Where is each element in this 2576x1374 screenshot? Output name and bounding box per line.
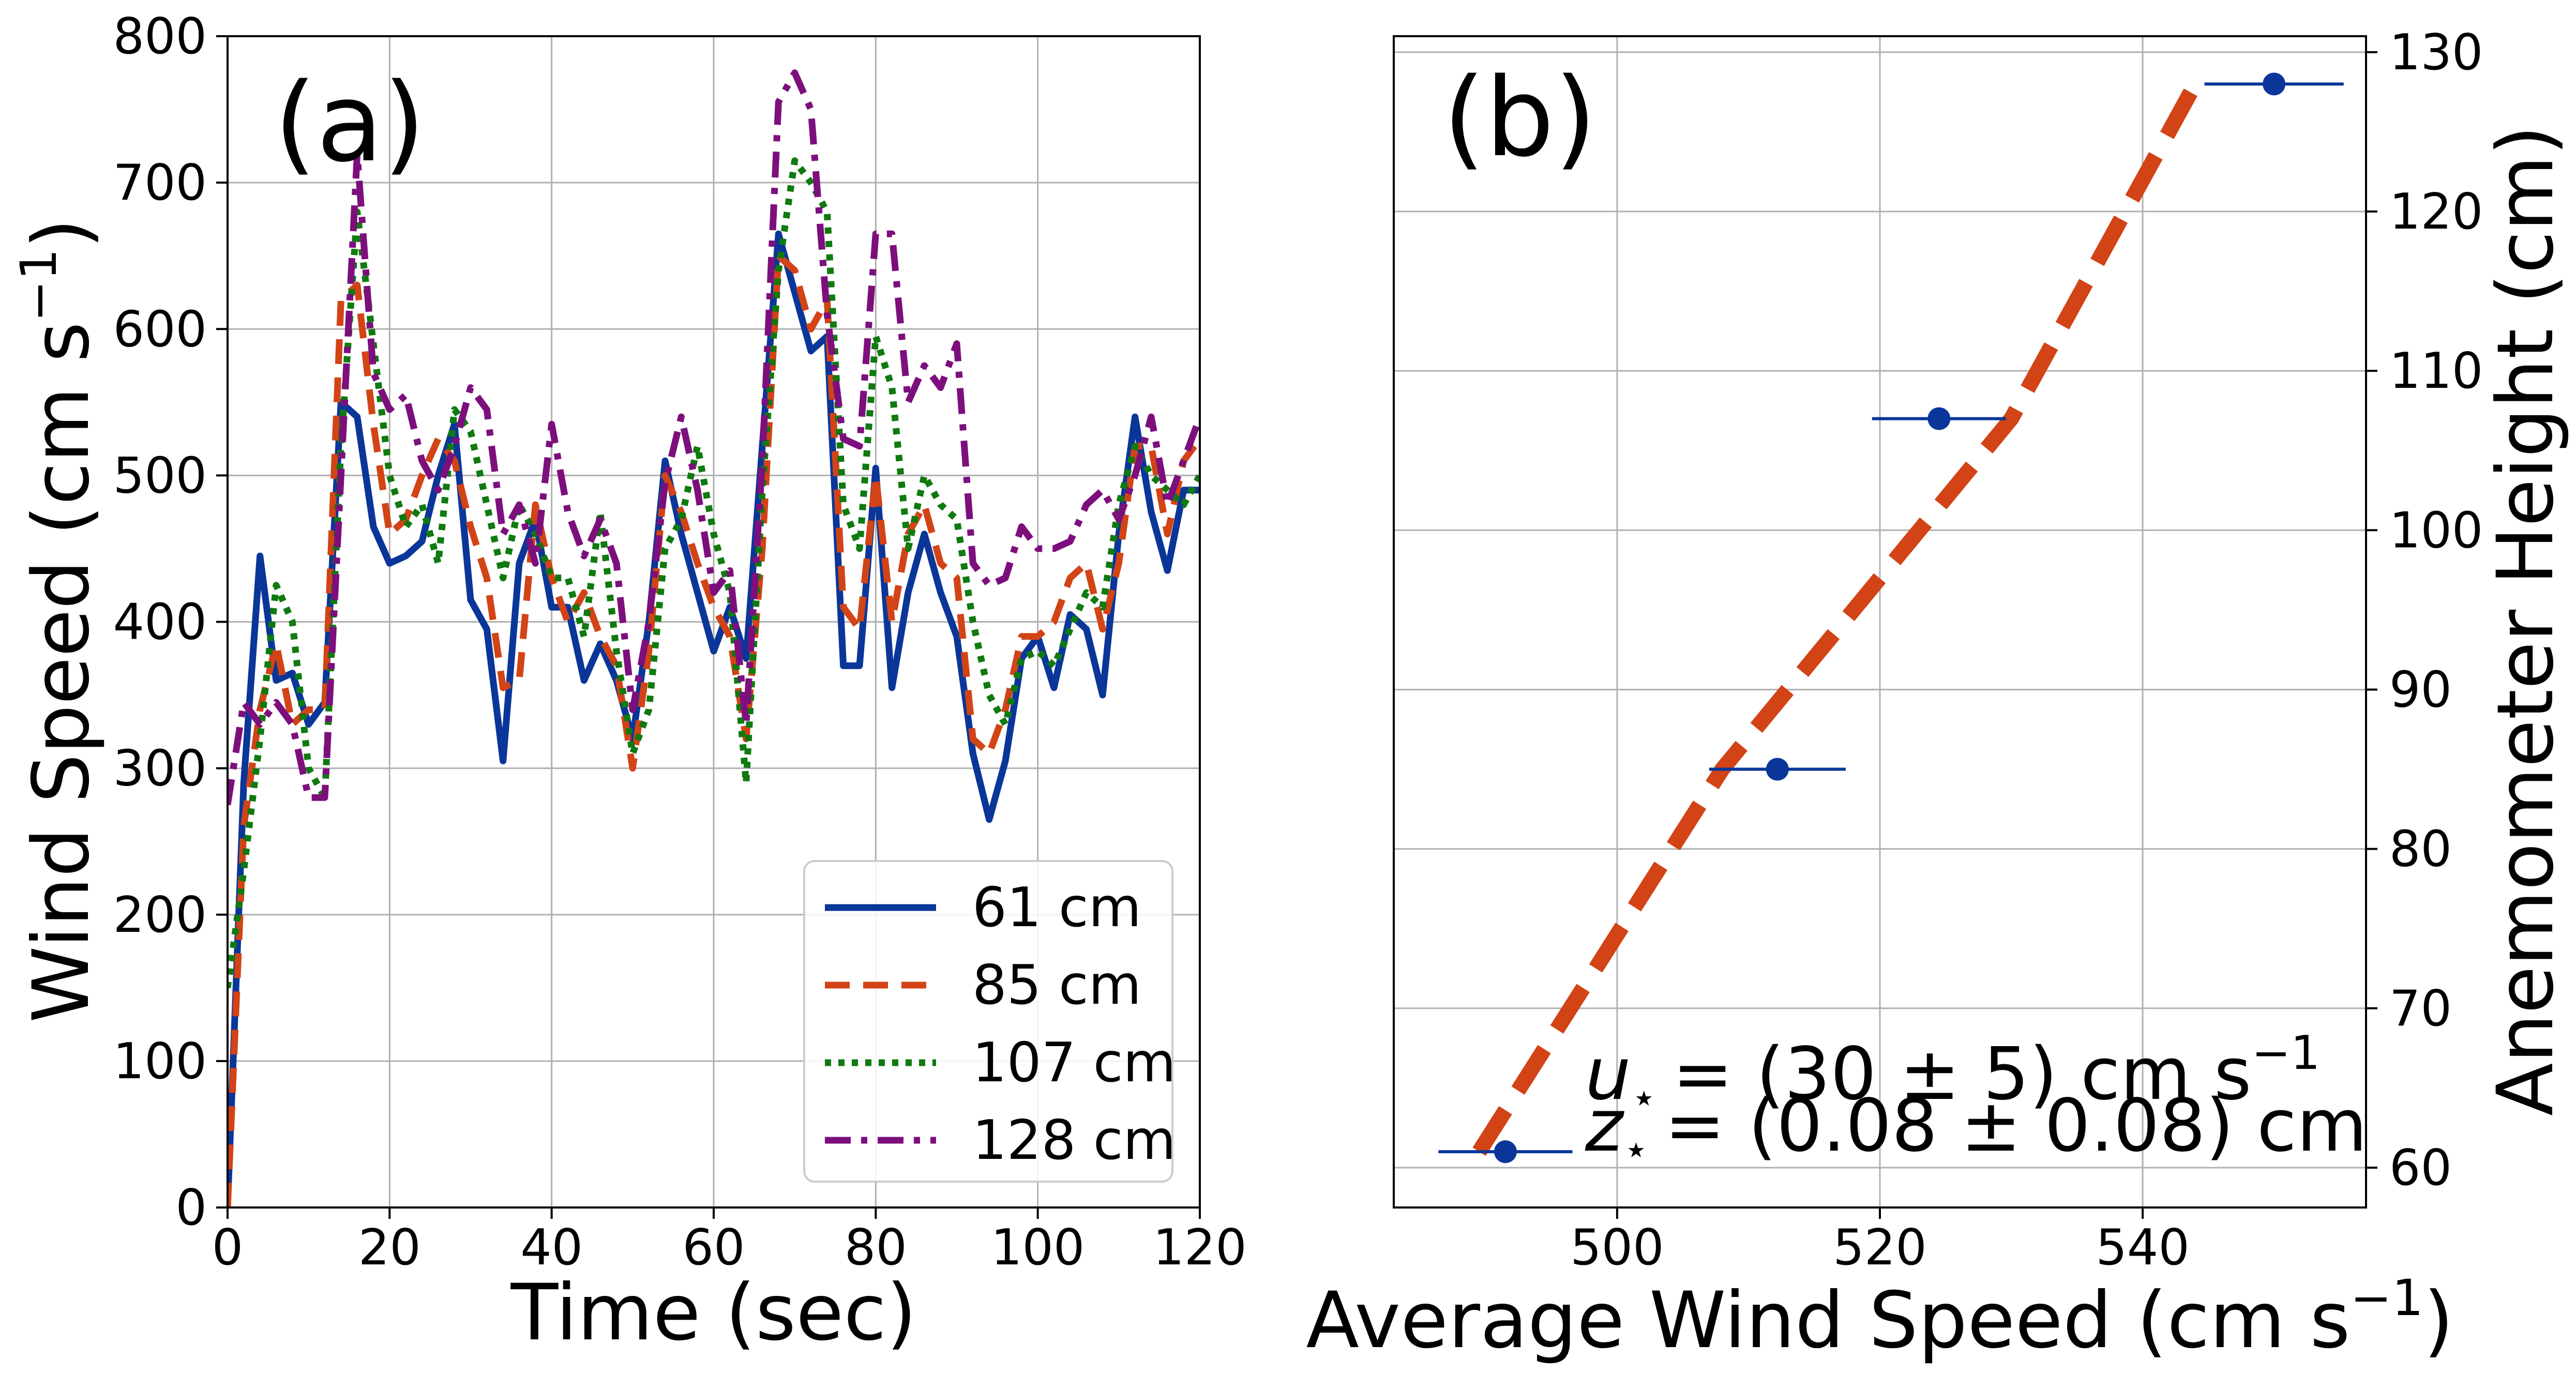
legend-box — [803, 860, 1173, 1183]
b-ytick-label: 80 — [2389, 821, 2452, 878]
data-point-3 — [2263, 72, 2286, 96]
data-point-0 — [1494, 1140, 1517, 1164]
panel-a-legend: 61 cm 85 cm 107 cm 128 cm — [803, 860, 1176, 1183]
a-ytick-label: 800 — [113, 8, 207, 65]
panel-a-ticks: 0 20 40 60 80 100 120 0 100 200 300 400 500 600 700 800 — [113, 8, 1247, 1276]
a-ytick-label: 400 — [113, 594, 207, 651]
panel-b-grid — [1394, 36, 2366, 1207]
data-point-2 — [1927, 407, 1951, 430]
ustar-text: = (30 ± 5) cm s — [1673, 1032, 2252, 1116]
zstar-sub: ⋆ — [1623, 1125, 1649, 1173]
legend-entries: 61 cm 85 cm 107 cm 128 cm — [825, 876, 1176, 1172]
b-ytick-label: 130 — [2389, 24, 2483, 81]
a-ytick-label: 500 — [113, 447, 207, 504]
panel-b-ylabel: Anemometer Height (cm) — [2481, 125, 2571, 1116]
legend-label-1: 85 cm — [972, 954, 1141, 1017]
legend-label-2: 107 cm — [972, 1031, 1176, 1094]
ustar-sub: ⋆ — [1631, 1074, 1657, 1122]
panel-b-xlabel-base: Average Wind Speed (cm s — [1306, 1276, 2350, 1366]
panel-a-ylabel-base: Wind Speed (cm s — [17, 322, 107, 1023]
a-ytick-label: 0 — [176, 1180, 207, 1236]
panel-b-xlabel: Average Wind Speed (cm s−1) — [1306, 1269, 2453, 1366]
series-line-2 — [228, 157, 1200, 989]
panel-b-points — [1438, 72, 2344, 1164]
a-xtick-label: 0 — [212, 1219, 243, 1276]
fit-line — [1472, 80, 2202, 1156]
a-ytick-label: 100 — [113, 1033, 207, 1090]
panel-b-xlabel-end: ) — [2423, 1276, 2454, 1366]
panel-b-label: (b) — [1443, 54, 1596, 181]
annotation-zstar: z⋆ = (0.08 ± 0.08) cm — [1585, 1084, 2367, 1173]
annotation-ustar: u⋆ = (30 ± 5) cm s−1 — [1585, 1026, 2320, 1122]
panel-b-fit — [1472, 80, 2202, 1156]
b-xtick-label: 520 — [1833, 1219, 1926, 1276]
a-xtick-label: 40 — [520, 1219, 583, 1276]
panel-b: 500 520 540 60 70 80 90 100 110 120 130 (b) Averag… — [1306, 24, 2571, 1366]
b-ytick-label: 70 — [2389, 980, 2452, 1037]
b-ytick-label: 120 — [2389, 184, 2483, 240]
b-ytick-label: 90 — [2389, 661, 2452, 718]
a-ytick-label: 200 — [113, 887, 207, 944]
panel-a-ylabel-end: ) — [17, 218, 107, 249]
zstar-text: = (0.08 ± 0.08) cm — [1665, 1084, 2368, 1168]
panel-b-ticks: 500 520 540 60 70 80 90 100 110 120 130 — [1570, 24, 2483, 1276]
zstar-symbol: z — [1585, 1084, 1625, 1168]
b-xtick-label: 540 — [2096, 1219, 2189, 1276]
panel-b-xlabel-sup: −1 — [2351, 1269, 2424, 1327]
panel-a-ylabel-sup: −1 — [10, 249, 68, 322]
ustar-symbol: u — [1585, 1032, 1631, 1116]
ustar-sup: −1 — [2252, 1026, 2321, 1080]
b-ytick-label: 100 — [2389, 502, 2483, 559]
series-line-1 — [228, 252, 1200, 1207]
data-point-1 — [1766, 758, 1789, 781]
panel-a-xlabel: Time (sec) — [510, 1268, 917, 1358]
panel-a-ylabel: Wind Speed (cm s−1) — [10, 218, 107, 1023]
legend-label-0: 61 cm — [972, 876, 1141, 939]
b-ytick-label: 110 — [2389, 343, 2483, 400]
legend-label-3: 128 cm — [972, 1109, 1176, 1172]
a-xtick-label: 80 — [845, 1219, 907, 1276]
panel-a-label: (a) — [274, 59, 426, 186]
a-xtick-label: 60 — [683, 1219, 745, 1276]
a-ytick-label: 300 — [113, 741, 207, 797]
panel-a-lines — [228, 69, 1200, 1207]
a-xtick-label: 120 — [1153, 1219, 1246, 1276]
a-ytick-label: 600 — [113, 301, 207, 358]
series-line-3 — [228, 69, 1200, 806]
b-xtick-label: 500 — [1570, 1219, 1664, 1276]
a-xtick-label: 20 — [358, 1219, 421, 1276]
a-xtick-label: 100 — [991, 1219, 1084, 1276]
panel-a: 0 20 40 60 80 100 120 0 100 200 300 400 500 600 700 800… — [10, 8, 1247, 1358]
b-ytick-label: 60 — [2389, 1140, 2452, 1197]
a-ytick-label: 700 — [113, 155, 207, 212]
